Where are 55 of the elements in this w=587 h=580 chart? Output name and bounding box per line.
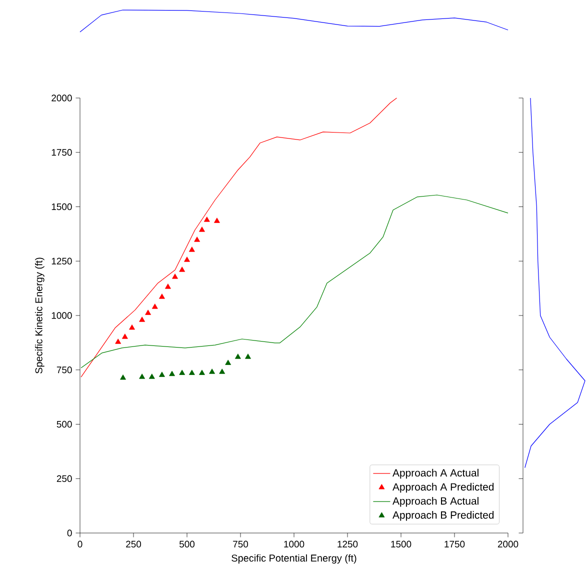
point <box>129 324 135 330</box>
legend-label: Approach B Actual <box>392 496 478 507</box>
point <box>159 294 165 299</box>
point <box>194 236 200 242</box>
point <box>139 374 146 379</box>
point <box>148 374 155 379</box>
y-tick-label: 0 <box>67 530 72 536</box>
legend-label: Approach A Actual <box>392 468 478 479</box>
point <box>204 216 210 222</box>
y-tick-label: 2000 <box>52 94 72 102</box>
x-tick-label: 0 <box>78 540 82 548</box>
y-tick-label: 1500 <box>52 203 72 210</box>
legend-label: Approach A Predicted <box>392 482 494 493</box>
point <box>179 266 186 272</box>
point <box>145 310 152 315</box>
point <box>164 284 171 289</box>
point <box>139 316 146 322</box>
point <box>179 370 186 375</box>
line-series <box>80 194 508 368</box>
x-tick-label: 2000 <box>498 540 518 548</box>
x-axis-title: Specific Potential Energy (ft) <box>232 554 356 564</box>
line-series <box>80 98 398 378</box>
y-axis-title: Specific Kinetic Energy (ft) <box>35 258 44 374</box>
point <box>188 370 195 375</box>
x-tick-label: 1750 <box>444 540 465 548</box>
y-tick-label: 1000 <box>52 312 72 319</box>
point <box>159 372 165 377</box>
point <box>184 256 190 262</box>
y-tick-label: 1750 <box>52 149 72 156</box>
point <box>188 246 195 252</box>
x-tick-label: 1250 <box>338 540 358 548</box>
point <box>219 368 226 374</box>
x-tick-label: 250 <box>126 540 142 548</box>
point <box>245 354 251 359</box>
x-tick-label: 500 <box>179 540 195 548</box>
point <box>152 304 158 309</box>
point <box>214 218 220 223</box>
point <box>209 368 215 374</box>
point <box>234 354 241 359</box>
y-tick-label: 750 <box>56 366 72 374</box>
y-tick-label: 250 <box>56 475 72 482</box>
point <box>172 274 178 279</box>
x-tick-label: 750 <box>233 540 248 548</box>
x-tick-label: 1500 <box>391 540 412 548</box>
x-tick-label: 1000 <box>284 540 304 548</box>
legend-label: Approach B Predicted <box>392 511 494 521</box>
y-tick-label: 1250 <box>52 258 72 264</box>
point <box>169 370 175 376</box>
point <box>199 370 205 375</box>
point <box>115 338 122 344</box>
y-tick-label: 500 <box>56 420 72 428</box>
point <box>122 334 128 339</box>
point <box>199 226 205 232</box>
point <box>120 374 126 380</box>
point <box>225 360 232 365</box>
